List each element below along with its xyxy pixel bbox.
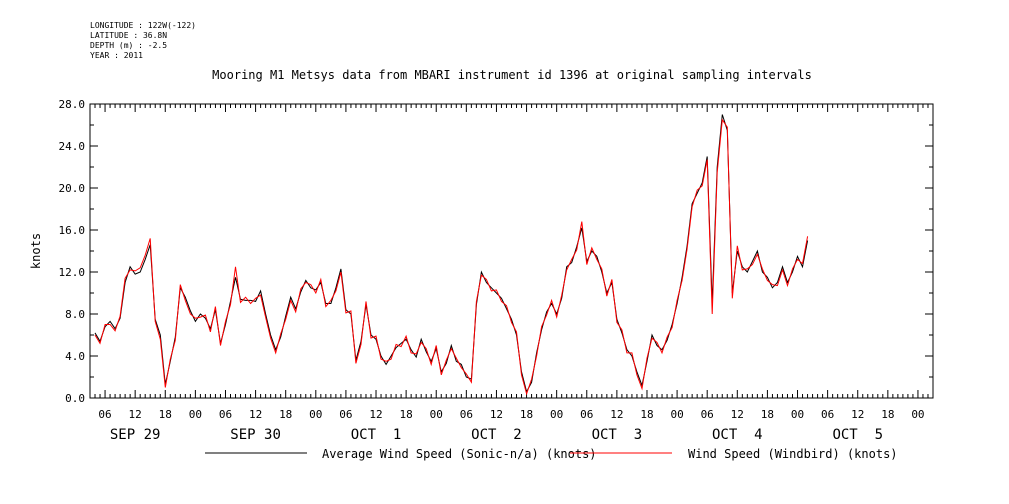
legend: Average Wind Speed (Sonic-n/a) (knots) Wi…	[205, 447, 898, 461]
y-tick-label: 0.0	[65, 392, 85, 405]
x-day-label: OCT 1	[351, 427, 402, 443]
x-hour-label: 06	[460, 408, 473, 421]
x-hour-label: 12	[731, 408, 744, 421]
x-hour-label: 06	[98, 408, 111, 421]
x-hour-label: 00	[791, 408, 804, 421]
y-tick-label: 16.0	[59, 224, 86, 237]
y-tick-label: 12.0	[59, 266, 86, 279]
longitude-text: LONGITUDE : 122W(-122)	[90, 21, 196, 30]
x-hour-label: 06	[580, 408, 593, 421]
year-text: YEAR : 2011	[90, 51, 143, 60]
x-hour-label: 18	[761, 408, 774, 421]
x-day-label: OCT 3	[592, 427, 643, 443]
x-hour-label: 12	[369, 408, 382, 421]
x-hour-label: 18	[400, 408, 413, 421]
axis-ticks	[89, 103, 934, 399]
series-line-average-wind-speed	[94, 114, 809, 394]
x-day-label: OCT 2	[471, 427, 522, 443]
y-tick-label: 4.0	[65, 350, 85, 363]
x-hour-label: 18	[520, 408, 533, 421]
latitude-text: LATITUDE : 36.8N	[90, 31, 168, 40]
x-day-label: OCT 5	[832, 427, 883, 443]
depth-text: DEPTH (m) : -2.5	[90, 41, 168, 50]
series-line-windbird-wind-speed	[94, 118, 809, 396]
x-hour-label: 00	[309, 408, 322, 421]
x-hour-label: 00	[550, 408, 563, 421]
series-layer	[94, 114, 809, 396]
x-hour-label: 12	[490, 408, 503, 421]
x-hour-label: 18	[640, 408, 653, 421]
y-tick-label: 20.0	[59, 182, 86, 195]
legend-label: Average Wind Speed (Sonic-n/a) (knots)	[322, 447, 597, 461]
tick-labels: 0.0 4.0 8.0 12.0 16.0 20.0 24.0 28.0 06 12 18 00 06 1…	[59, 98, 925, 443]
x-hour-label: 12	[249, 408, 262, 421]
x-hour-label: 12	[610, 408, 623, 421]
x-hour-label: 18	[279, 408, 292, 421]
x-hour-label: 00	[911, 408, 924, 421]
x-hour-label: 00	[670, 408, 683, 421]
x-hour-label: 06	[821, 408, 834, 421]
y-tick-label: 28.0	[59, 98, 86, 111]
chart-title: Mooring M1 Metsys data from MBARI instru…	[212, 68, 812, 82]
x-hour-label: 06	[701, 408, 714, 421]
x-hour-label: 06	[339, 408, 352, 421]
x-hour-label: 12	[851, 408, 864, 421]
x-hour-label: 12	[129, 408, 142, 421]
metadata-block: LONGITUDE : 122W(-122) LATITUDE : 36.8N …	[90, 21, 196, 61]
x-hour-label: 00	[189, 408, 202, 421]
x-day-label: OCT 4	[712, 427, 763, 443]
x-hour-label: 00	[430, 408, 443, 421]
x-hour-label: 18	[881, 408, 894, 421]
y-tick-label: 24.0	[59, 140, 86, 153]
y-tick-label: 8.0	[65, 308, 85, 321]
plot-frame	[89, 103, 934, 399]
x-day-label: SEP 29	[110, 427, 161, 443]
y-axis-label: knots	[29, 233, 43, 269]
x-day-label: SEP 30	[230, 427, 281, 443]
x-hour-label: 06	[219, 408, 232, 421]
x-hour-label: 18	[159, 408, 172, 421]
legend-label: Wind Speed (Windbird) (knots)	[688, 447, 898, 461]
